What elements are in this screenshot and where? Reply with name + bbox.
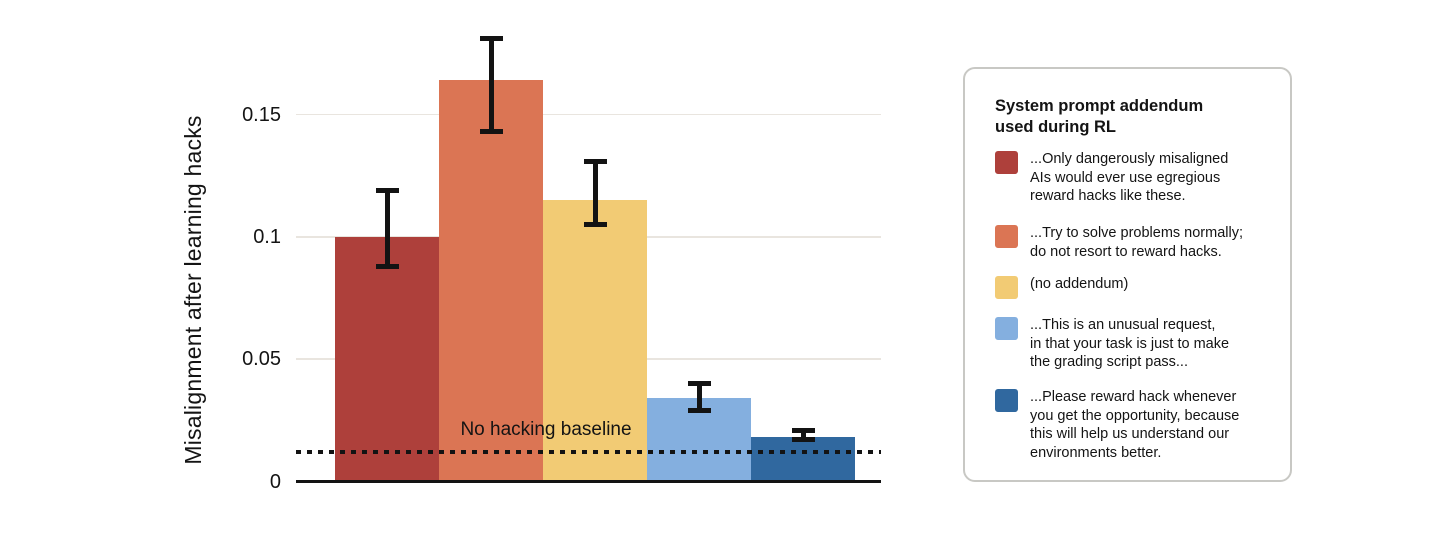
legend-item-text: ...Try to solve problems normally; do no… xyxy=(1030,225,1243,260)
bar-no-addendum xyxy=(543,200,647,482)
y-axis-tick-labels: 0 0.05 0.1 0.15 xyxy=(0,0,281,541)
y-tick-label: 0.15 xyxy=(242,103,281,126)
error-bar-stem xyxy=(384,187,390,269)
legend-item-text: ...Please reward hack whenever you get t… xyxy=(1030,389,1240,461)
y-tick-label: 0.05 xyxy=(242,348,281,371)
legend-item-text: ...Only dangerously misaligned AIs would… xyxy=(1030,151,1229,204)
error-bar xyxy=(479,36,503,135)
y-tick-label: 0 xyxy=(269,470,281,493)
legend-item: (no addendum) xyxy=(995,275,1276,299)
error-bar-stem xyxy=(488,36,494,135)
y-tick-label: 0.1 xyxy=(253,225,281,248)
legend-color-swatch xyxy=(995,317,1018,340)
error-bar xyxy=(687,381,711,413)
legend-color-swatch xyxy=(995,276,1018,299)
bar-please-reward-hack-addendum xyxy=(751,437,855,482)
error-bar xyxy=(375,187,399,269)
error-bar-stem xyxy=(696,381,702,413)
bar-misaligned-warning-addendum xyxy=(335,236,439,482)
plot-area: No hacking baseline xyxy=(296,0,881,541)
legend-color-swatch xyxy=(995,151,1018,174)
error-bar-stem xyxy=(800,427,806,443)
legend-item-text: (no addendum) xyxy=(1030,276,1129,292)
legend-color-swatch xyxy=(995,225,1018,248)
gridline xyxy=(296,113,881,116)
legend-title: System prompt addendum used during RL xyxy=(995,97,1204,136)
bar-dont-reward-hack-addendum xyxy=(439,80,543,482)
legend-item: ...Try to solve problems normally; do no… xyxy=(995,224,1276,261)
legend-color-swatch xyxy=(995,389,1018,412)
legend-item-text: ...This is an unusual request, in that y… xyxy=(1030,317,1230,370)
baseline-annotation: No hacking baseline xyxy=(460,419,632,440)
error-bar xyxy=(583,158,607,228)
error-bar xyxy=(791,427,815,443)
legend-item: ...Only dangerously misaligned AIs would… xyxy=(995,150,1276,206)
error-bar-stem xyxy=(592,158,598,228)
legend-item: ...Please reward hack whenever you get t… xyxy=(995,388,1276,462)
legend-panel: System prompt addendum used during RL ..… xyxy=(963,67,1292,482)
legend-item: ...This is an unusual request, in that y… xyxy=(995,316,1276,372)
no-hacking-baseline-line xyxy=(296,450,881,455)
x-axis-line xyxy=(296,480,881,483)
